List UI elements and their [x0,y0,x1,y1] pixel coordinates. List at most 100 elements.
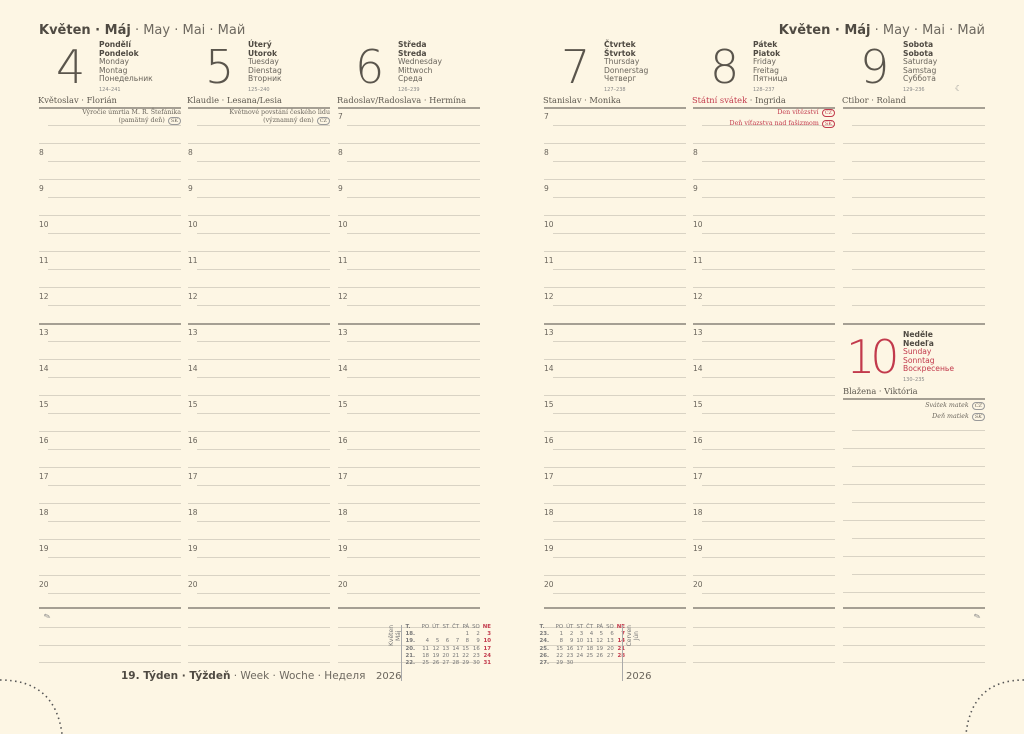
mini-cal-day [615,660,626,667]
notes-line [188,662,330,663]
hour-label: 13 [338,328,348,337]
day-name-sk: Štvrtok [604,48,636,58]
half-hour-line [702,557,835,558]
half-hour-line [48,161,181,162]
hour-label: 14 [39,364,49,373]
half-hour-line [48,233,181,234]
half-hour-line [197,341,330,342]
day-names-multilingual: Pátek Piatok Friday Freitag Пятница 128–237 [753,40,787,95]
mini-cal-day: 19 [596,645,604,652]
hour-line [693,143,835,144]
mini-cal-day: 20 [442,652,450,659]
hour-label: 11 [338,256,348,265]
hour-line [188,359,330,360]
hour-line [188,467,330,468]
hour-label: 16 [693,436,703,445]
country-badge: SK [971,413,985,421]
hour-line [338,143,480,144]
hour-label: 9 [338,184,343,193]
mini-cal-day: 26 [596,652,604,659]
hour-label: 17 [693,472,703,481]
mini-cal-day: 11 [422,645,430,652]
event-text: Deň víťazstva nad fašizmom [729,120,819,127]
hour-line [188,539,330,540]
day-names-multilingual: Čtvrtek Štvrtok Thursday Donnerstag Четверг 1… [604,40,648,95]
sunday-line [852,538,985,539]
day-event: Výročie úmrtia M. R. Štefánika (pamätný d… [39,109,181,125]
mini-cal-day: 23 [566,652,574,659]
mini-cal-day: 17 [576,645,584,652]
day-name-cz: Úterý [248,40,272,49]
month-header-right: Květen · Máj · May · Mai · Май [778,23,985,38]
half-hour-line [48,413,181,414]
event-text: Květnové povstání českého lidu [229,109,330,116]
hour-label: 7 [338,112,343,121]
hour-label: 16 [188,436,198,445]
hour-label: 9 [39,184,44,193]
hour-line [39,143,181,144]
hour-label: 16 [39,436,49,445]
day-bottom-divider [188,607,330,609]
half-hour-line [197,521,330,522]
event-text: Svátek matek [925,402,969,409]
mini-cal-day: 8 [559,638,564,645]
notes-line [338,644,480,646]
hour-line [338,575,480,576]
mini-cal-week-row: 27. 29 30 [538,660,626,667]
hour-label: 10 [544,220,554,229]
half-hour-line [702,161,835,162]
mini-cal-day: 13 [442,645,450,652]
day-header-divider [338,107,480,109]
country-badge: SK [167,117,181,125]
hour-label: 10 [693,220,703,229]
half-hour-line [347,341,480,342]
hour-line [39,575,181,576]
day-name-sk: Sobota [903,48,934,58]
mini-cal-day: 19 [432,652,440,659]
notes-line [544,662,686,663]
mini-cal-day: 2 [476,631,480,638]
name-day-names: Klaudie · Lesana/Lesia [187,95,282,105]
day-name-cz: Pondělí [99,40,131,49]
mini-cal-day: 21. [405,652,416,659]
mini-cal-day: 14 [615,638,626,645]
mini-cal-day: 22 [462,652,470,659]
sunday-line [843,484,985,485]
day-name-en: Friday [753,57,777,67]
day-bottom-divider [39,607,181,609]
day-names-multilingual: Sobota Sobota Saturday Samstag Суббота 129–23… [903,40,937,95]
hour-line [544,575,686,576]
half-hour-line [347,161,480,162]
day-name-ru: Воскресенье [903,364,955,374]
mini-cal-day: 5 [599,631,604,638]
hour-label: 18 [39,508,49,517]
hour-label: 19 [338,544,348,553]
notes-line [39,662,181,663]
midday-divider [338,323,480,325]
day-name-ru: Вторник [248,74,282,84]
hour-line [188,251,330,252]
name-day: Státní svátek · Ingrida [692,95,786,105]
half-hour-line [197,485,330,486]
notes-line [693,662,835,663]
hour-label: 15 [544,400,554,409]
country-badge: CZ [316,117,330,125]
hour-label: 18 [544,508,554,517]
hour-label: 8 [338,148,343,157]
hour-line [693,215,835,216]
day-event: Deň víťazstva nad fašizmom SK [693,120,835,128]
mini-cal-day: 31 [483,660,491,667]
mini-cal-day: 25 [586,652,594,659]
day-header-divider [843,398,985,400]
half-hour-line [48,449,181,450]
mini-cal-weekday: NE [616,624,625,630]
mini-cal-day: 16 [566,645,574,652]
day-header-divider [188,107,330,109]
day-of-year: 130–235 [903,376,925,383]
half-hour-line [852,269,985,270]
mini-cal-week-row: 20. 11 12 13 14 15 16 17 [404,646,492,653]
name-day-names: Květoslav · Florián [38,95,117,105]
half-hour-line [197,377,330,378]
day-number: 7 [561,40,591,94]
